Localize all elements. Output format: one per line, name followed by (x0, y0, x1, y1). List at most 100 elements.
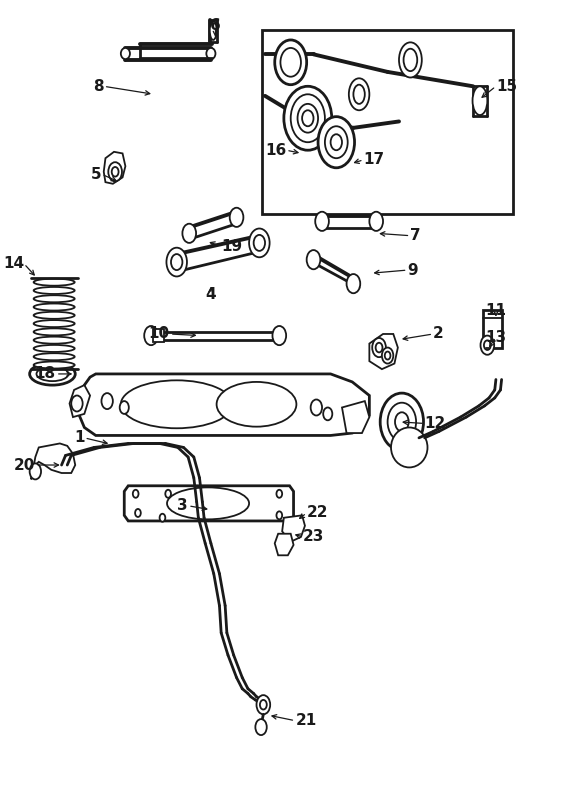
Polygon shape (70, 385, 90, 417)
Circle shape (144, 326, 158, 345)
Polygon shape (369, 334, 398, 369)
Ellipse shape (353, 85, 365, 104)
Ellipse shape (121, 48, 130, 59)
Ellipse shape (391, 427, 428, 467)
Circle shape (120, 401, 129, 414)
Ellipse shape (380, 393, 424, 451)
Ellipse shape (318, 117, 355, 168)
Text: 17: 17 (364, 153, 385, 167)
Circle shape (260, 700, 267, 710)
Text: 23: 23 (303, 530, 325, 544)
Circle shape (160, 514, 165, 522)
Bar (483, 310, 502, 348)
Text: 9: 9 (408, 263, 418, 277)
Polygon shape (104, 152, 125, 184)
Text: 1: 1 (74, 431, 84, 445)
Circle shape (276, 490, 282, 498)
Ellipse shape (388, 403, 416, 441)
Ellipse shape (34, 312, 75, 319)
Text: 18: 18 (35, 367, 56, 381)
Text: 19: 19 (221, 239, 242, 253)
Ellipse shape (34, 345, 75, 352)
Polygon shape (124, 486, 294, 521)
Ellipse shape (275, 40, 307, 85)
Circle shape (135, 509, 141, 517)
Polygon shape (342, 401, 369, 433)
Ellipse shape (34, 361, 75, 368)
Circle shape (385, 352, 390, 360)
Circle shape (108, 162, 122, 181)
Circle shape (347, 274, 360, 293)
Bar (262, 30, 513, 214)
Circle shape (256, 695, 270, 714)
Circle shape (307, 250, 320, 269)
Ellipse shape (121, 380, 233, 428)
Ellipse shape (34, 320, 75, 327)
Ellipse shape (30, 363, 75, 385)
Text: 11: 11 (486, 303, 506, 317)
Text: 13: 13 (485, 330, 507, 344)
Polygon shape (282, 515, 305, 542)
Ellipse shape (34, 279, 75, 286)
Text: 4: 4 (206, 287, 216, 301)
Text: 6: 6 (210, 18, 221, 33)
Ellipse shape (34, 336, 75, 344)
Circle shape (315, 212, 329, 231)
Ellipse shape (331, 134, 342, 150)
Circle shape (484, 340, 491, 350)
Ellipse shape (325, 126, 348, 158)
Ellipse shape (399, 42, 422, 78)
Text: 10: 10 (149, 327, 170, 341)
Circle shape (276, 511, 282, 519)
Polygon shape (79, 374, 369, 435)
Text: 16: 16 (265, 143, 286, 157)
Circle shape (133, 490, 139, 498)
Bar (153, 329, 164, 342)
Circle shape (369, 212, 383, 231)
Circle shape (323, 407, 332, 420)
Circle shape (71, 396, 83, 411)
Ellipse shape (34, 353, 75, 360)
Circle shape (382, 348, 393, 364)
Circle shape (171, 254, 182, 270)
Ellipse shape (298, 104, 318, 133)
Circle shape (30, 463, 41, 479)
Text: 5: 5 (91, 167, 101, 181)
Circle shape (230, 208, 243, 227)
Polygon shape (275, 534, 294, 555)
Circle shape (376, 343, 382, 352)
Text: 7: 7 (410, 229, 421, 243)
Ellipse shape (206, 48, 215, 59)
Ellipse shape (404, 49, 417, 71)
Text: 14: 14 (3, 256, 24, 271)
Circle shape (165, 490, 171, 498)
Ellipse shape (167, 487, 249, 519)
Ellipse shape (210, 21, 217, 40)
Ellipse shape (36, 367, 68, 381)
Circle shape (311, 400, 322, 415)
Ellipse shape (217, 382, 296, 427)
Text: 20: 20 (14, 458, 35, 472)
Text: 21: 21 (295, 714, 316, 728)
Ellipse shape (473, 86, 487, 115)
Circle shape (372, 338, 386, 357)
Ellipse shape (34, 304, 75, 311)
Ellipse shape (395, 412, 409, 431)
Text: 3: 3 (177, 499, 188, 513)
Circle shape (481, 336, 494, 355)
Circle shape (101, 393, 113, 409)
Ellipse shape (280, 48, 301, 77)
Circle shape (166, 248, 187, 276)
Circle shape (255, 719, 267, 735)
Ellipse shape (34, 328, 75, 336)
Polygon shape (31, 443, 75, 479)
Ellipse shape (302, 110, 314, 126)
Circle shape (249, 229, 270, 257)
Ellipse shape (291, 94, 325, 142)
Text: 15: 15 (496, 79, 517, 93)
Circle shape (254, 235, 265, 251)
Ellipse shape (34, 287, 75, 294)
Text: 12: 12 (425, 416, 446, 431)
Circle shape (272, 326, 286, 345)
Text: 2: 2 (433, 327, 444, 341)
